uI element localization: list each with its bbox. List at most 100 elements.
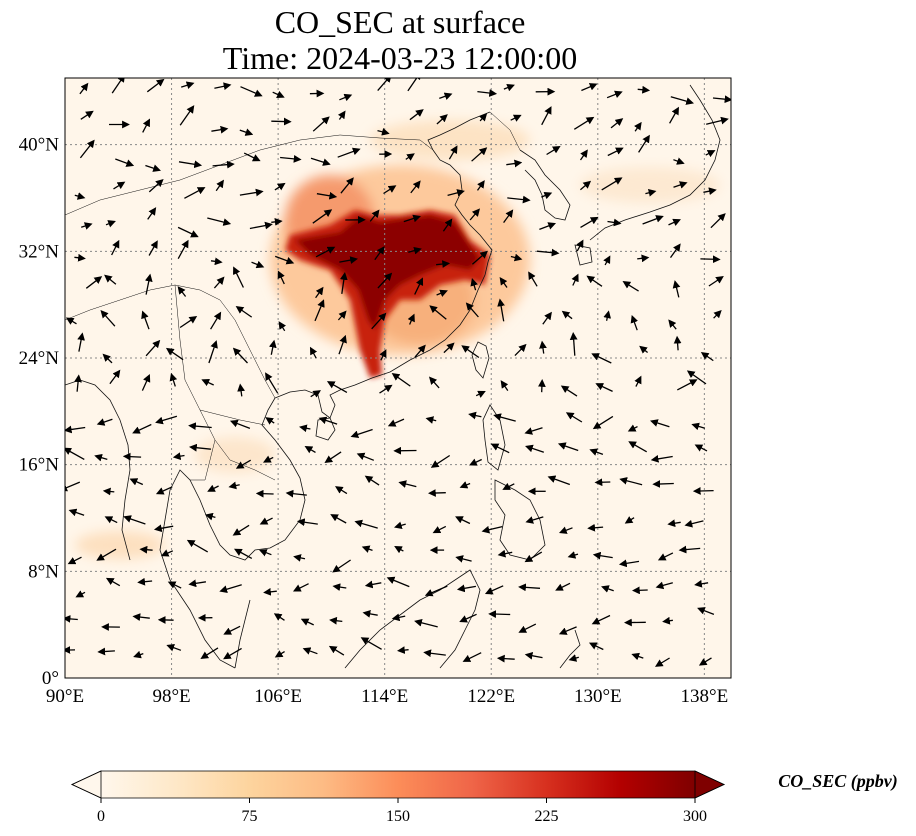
- map-title: CO_SEC at surface: [274, 4, 526, 40]
- wind-arrow: [201, 379, 214, 387]
- wind-arrow: [65, 317, 77, 325]
- wind-arrow: [369, 209, 380, 222]
- wind-arrow: [338, 334, 347, 355]
- wind-arrow: [642, 215, 664, 225]
- wind-arrow: [394, 521, 406, 530]
- wind-arrow: [637, 85, 651, 94]
- wind-arrow: [443, 342, 455, 354]
- wind-arrow: [558, 526, 573, 534]
- colorbar-ticks: 0 75 150 225 300: [97, 798, 707, 825]
- china-border-west: [65, 284, 276, 399]
- wind-arrow: [488, 610, 511, 618]
- wind-arrow: [132, 613, 150, 621]
- wind-arrow: [371, 312, 387, 330]
- wind-arrow: [339, 93, 353, 102]
- wind-arrow: [414, 344, 426, 358]
- wind-arrow: [497, 549, 513, 558]
- wind-arrow: [471, 147, 488, 162]
- wind-arrow: [122, 452, 142, 461]
- wind-arrow: [692, 487, 714, 495]
- wind-arrow: [524, 651, 543, 660]
- lat-tick-label: 16°N: [19, 455, 60, 476]
- wind-arrow: [542, 311, 552, 325]
- wind-arrow: [354, 519, 378, 529]
- wind-arrow: [105, 577, 121, 587]
- wind-arrow: [96, 418, 113, 426]
- wind-arrow: [377, 78, 392, 92]
- wind-arrow: [146, 78, 165, 93]
- wind-arrow: [302, 647, 318, 655]
- wind-arrow: [356, 452, 375, 461]
- lat-tick-label: 40°N: [19, 135, 60, 156]
- wind-arrow: [337, 147, 361, 158]
- colorbar-tick-label: 150: [386, 808, 410, 825]
- sulawesi-coastline: [559, 629, 581, 669]
- wind-arrow: [567, 551, 579, 559]
- wind-arrow: [657, 552, 674, 561]
- wind-arrow: [539, 340, 547, 354]
- wind-arrow: [475, 390, 486, 398]
- wind-arrow: [102, 353, 113, 364]
- indochina-borders: [174, 284, 276, 481]
- wind-arrow: [274, 650, 285, 658]
- wind-arrow: [277, 270, 285, 285]
- lon-tick-label: 122°E: [467, 686, 515, 707]
- wind-arrow: [461, 345, 480, 359]
- colorbar-tick-label: 225: [535, 808, 559, 825]
- map-panel: 90°E 98°E 106°E 114°E 122°E 130°E 138°E 0° 8°N 1…: [19, 77, 732, 707]
- wind-arrow: [97, 647, 115, 656]
- wind-arrow: [510, 253, 523, 262]
- coastlines: [65, 84, 721, 669]
- wind-arrow: [273, 613, 285, 621]
- wind-arrow: [188, 422, 212, 431]
- wind-arrow: [571, 273, 579, 286]
- wind-arrow: [133, 650, 144, 659]
- wind-arrow: [414, 619, 438, 628]
- wind-arrow: [477, 89, 498, 97]
- wind-arrow: [502, 482, 515, 490]
- wind-arrow: [374, 246, 385, 261]
- wind-arrow: [310, 390, 321, 398]
- wind-arrow: [481, 525, 503, 534]
- wind-arrow: [210, 257, 223, 266]
- wind-arrow: [592, 551, 613, 560]
- wind-arrow: [259, 517, 273, 525]
- wind-arrow: [271, 218, 283, 226]
- wind-arrow: [607, 147, 624, 157]
- wind-arrow: [484, 585, 504, 595]
- wind-arrow: [232, 347, 248, 364]
- wind-arrow: [223, 647, 242, 660]
- wind-arrow: [148, 240, 158, 256]
- wind-arrow: [79, 82, 89, 95]
- wind-arrow: [470, 278, 478, 291]
- colorbar-tick-label: 0: [97, 808, 105, 825]
- wind-vectors: [65, 78, 731, 667]
- wind-arrow: [697, 607, 715, 616]
- wind-arrow: [265, 372, 279, 394]
- wind-arrow: [274, 182, 286, 191]
- lon-tick-label: 114°E: [361, 686, 408, 707]
- wind-arrow: [476, 180, 485, 191]
- wind-arrow: [676, 379, 698, 391]
- wind-arrow: [77, 332, 85, 352]
- japan-coastline: [589, 84, 721, 241]
- wind-arrow: [165, 347, 184, 361]
- wind-arrow: [569, 332, 578, 356]
- wind-arrow: [546, 145, 561, 156]
- wind-arrow: [698, 657, 712, 666]
- wind-arrow: [326, 381, 348, 393]
- wind-arrow: [141, 374, 151, 391]
- wind-arrow: [314, 299, 325, 322]
- wind-arrow: [591, 614, 611, 625]
- wind-arrow: [565, 412, 583, 423]
- wind-arrow: [409, 109, 424, 121]
- bohai-coastline: [427, 111, 491, 151]
- wind-arrow: [650, 419, 670, 428]
- wind-arrow: [123, 515, 146, 525]
- wind-arrow: [208, 340, 218, 364]
- wind-arrow: [436, 260, 451, 268]
- wind-arrow: [312, 116, 330, 132]
- wind-arrow: [160, 549, 174, 557]
- wind-arrow: [235, 459, 252, 469]
- wind-arrow: [601, 585, 614, 593]
